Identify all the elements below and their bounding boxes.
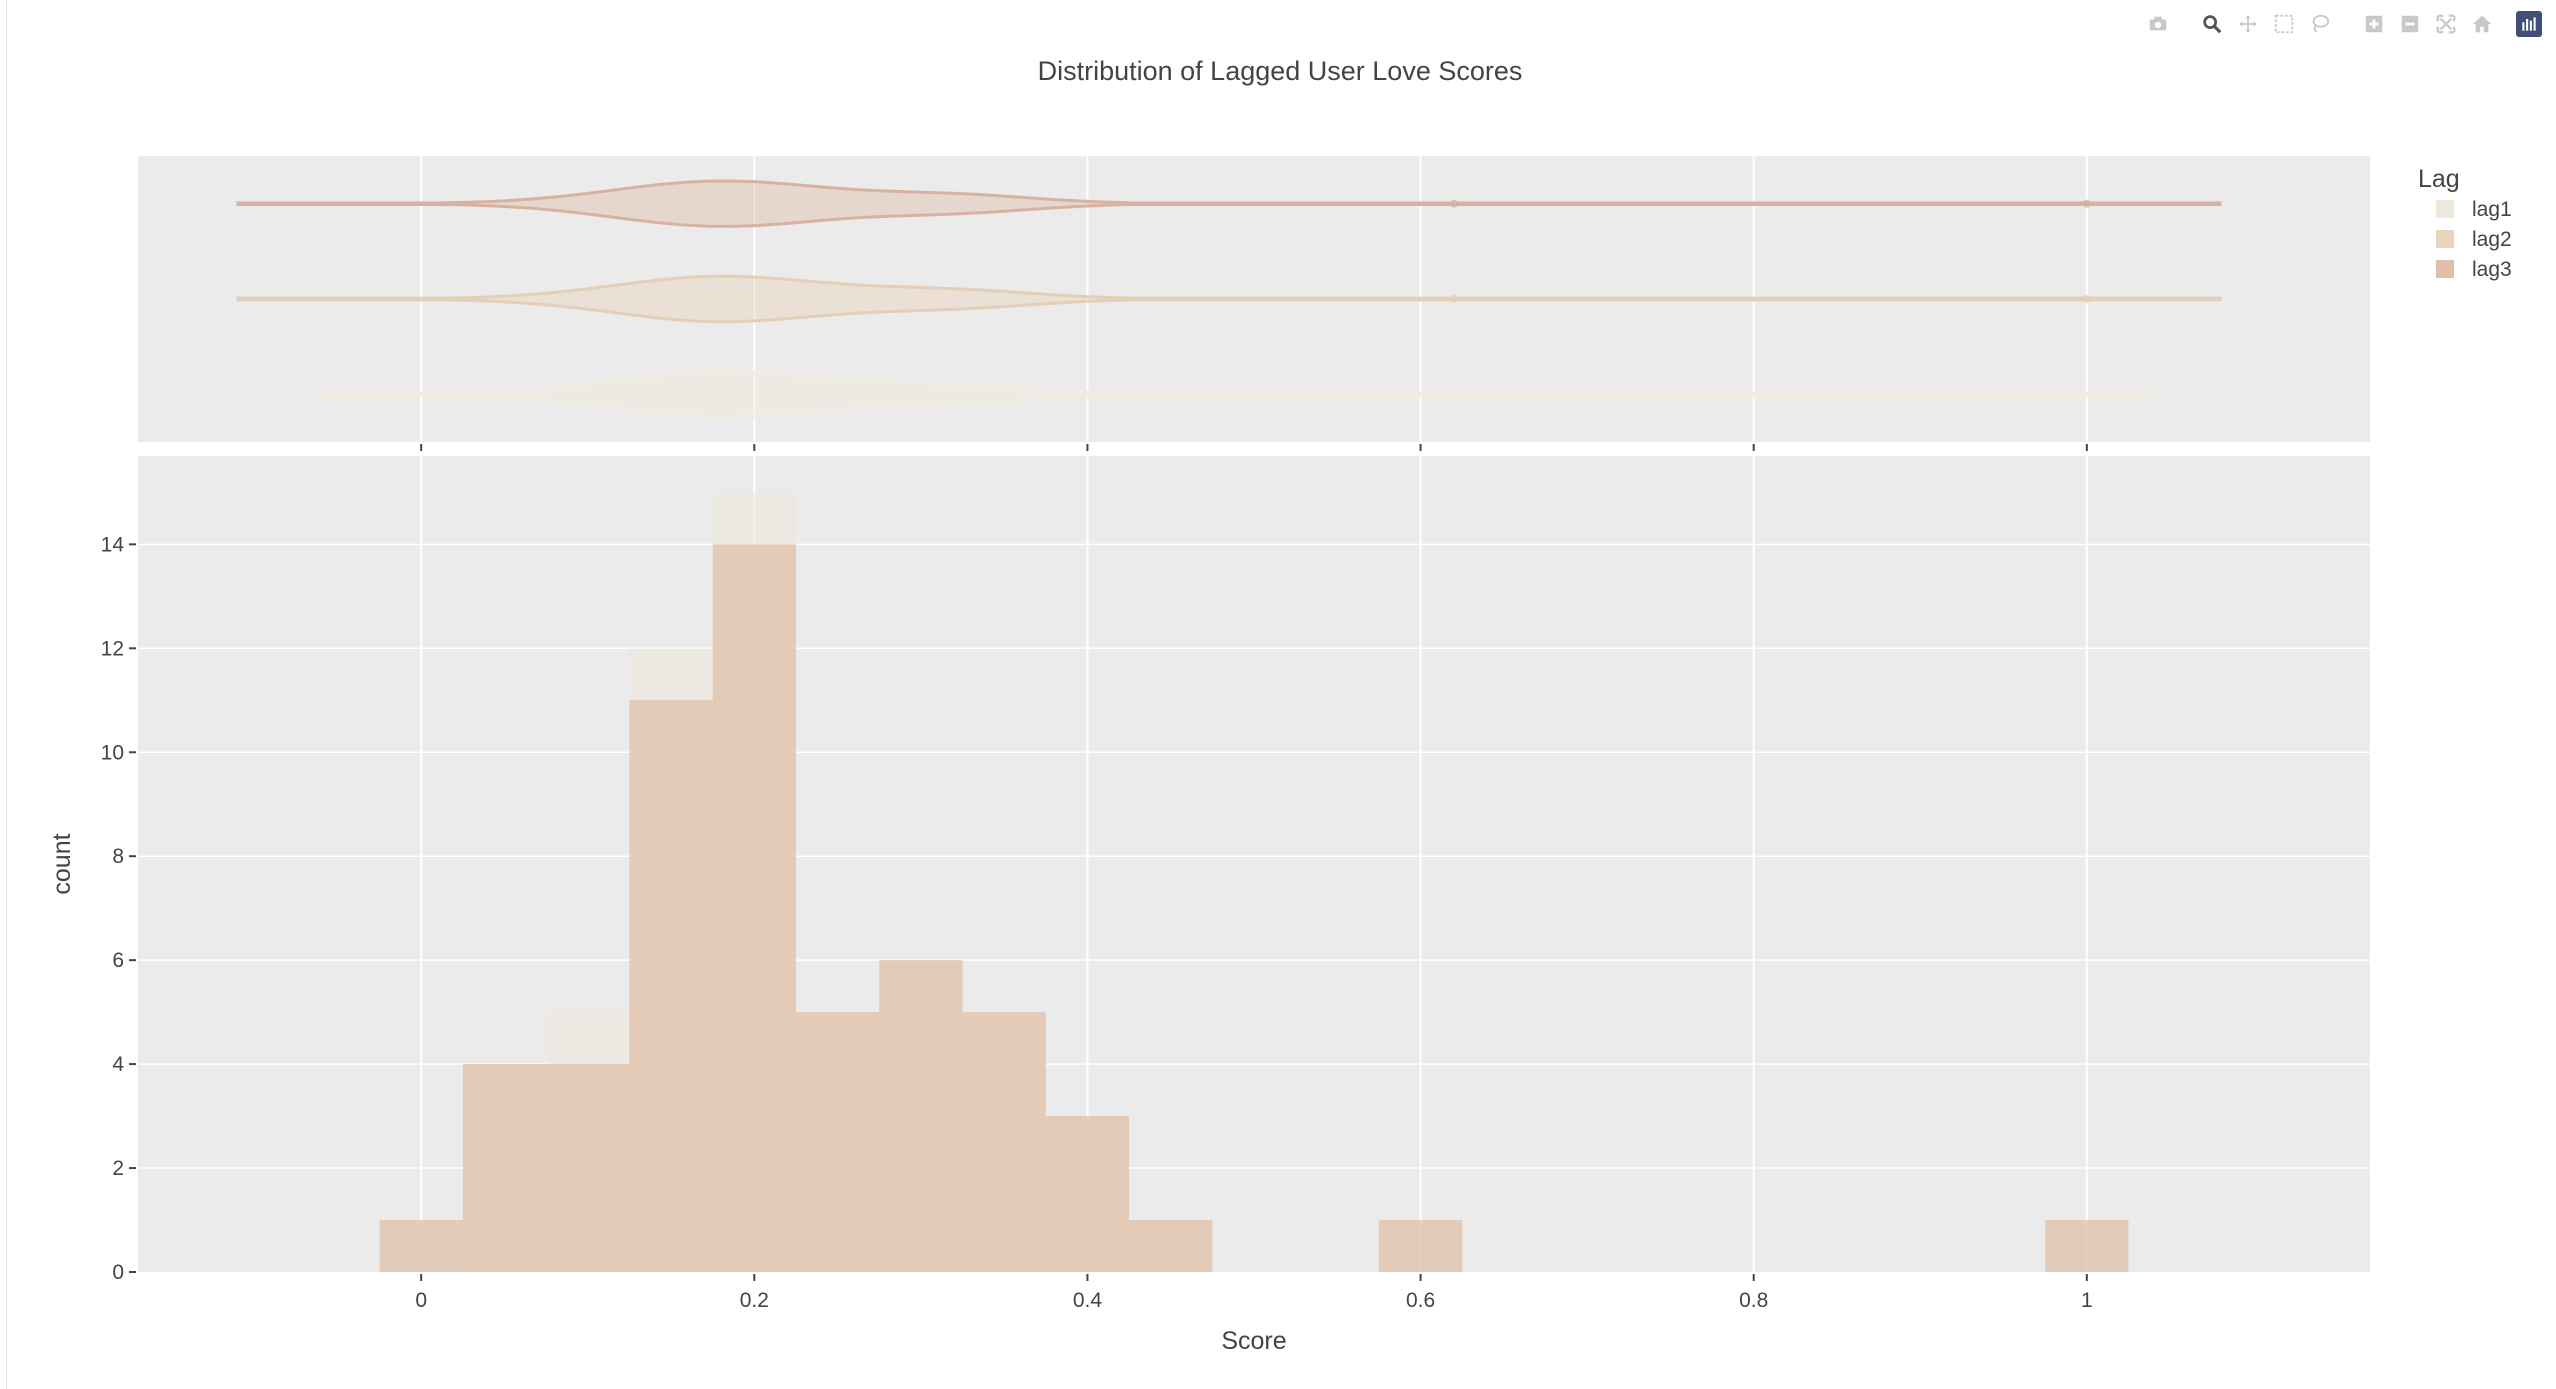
plotly-logo-icon[interactable] <box>2516 11 2542 37</box>
zoom-out-icon[interactable] <box>2394 10 2426 38</box>
violin-point-lag2[interactable] <box>2082 295 2091 303</box>
y-tick-label: 14 <box>101 533 125 556</box>
histogram-bar-lag3[interactable] <box>1129 1220 1213 1272</box>
y-tick-label: 8 <box>112 845 124 868</box>
histogram-bar-lag3[interactable] <box>629 700 713 1272</box>
y-tick-label: 2 <box>112 1157 124 1180</box>
y-tick-label: 12 <box>101 637 124 660</box>
x-tick-label: 0 <box>415 1289 427 1312</box>
violin-point-lag3[interactable] <box>1449 199 1458 208</box>
x-tick-label: 0.4 <box>1073 1289 1103 1312</box>
pan-icon[interactable] <box>2232 10 2264 38</box>
histogram-bar-lag3[interactable] <box>962 1012 1046 1272</box>
legend-label-lag2[interactable]: lag2 <box>2472 228 2512 251</box>
histogram-bar-lag3[interactable] <box>2045 1220 2129 1272</box>
violin-point-lag3[interactable] <box>2082 199 2091 208</box>
legend-label-lag1[interactable]: lag1 <box>2472 198 2512 221</box>
legend: Lag lag1 lag2 lag3 <box>2418 165 2512 281</box>
violin-lag2[interactable] <box>236 274 2222 324</box>
y-axis-ticks: 0 2 4 6 8 10 12 14 <box>101 533 136 1284</box>
histogram-bar-lag3[interactable] <box>879 960 963 1272</box>
x-axis-ticks: 0 0.2 0.4 0.6 0.8 1 <box>415 1274 2093 1312</box>
chart-title: Distribution of Lagged User Love Scores <box>1038 56 1523 86</box>
lasso-icon[interactable] <box>2304 10 2336 38</box>
histogram-bar-lag3[interactable] <box>462 1064 547 1272</box>
legend-title: Lag <box>2418 165 2460 193</box>
histogram-bar-lag3[interactable] <box>379 1220 463 1272</box>
zoom-in-icon[interactable] <box>2358 10 2390 38</box>
y-tick-label: 10 <box>101 741 124 764</box>
autoscale-icon[interactable] <box>2430 10 2462 38</box>
violin-point-lag2[interactable] <box>1449 295 1458 303</box>
histogram-bar-lag3[interactable] <box>1378 1220 1463 1272</box>
violin-lag3[interactable] <box>236 179 2222 228</box>
x-tick-label: 1 <box>2081 1289 2093 1312</box>
legend-swatch-lag1[interactable] <box>2436 200 2454 218</box>
x-tick-label: 0.8 <box>1739 1289 1768 1312</box>
violin-traces[interactable] <box>236 179 2222 419</box>
violin-x-ticks <box>420 444 2088 451</box>
plot-frame <box>6 0 2556 1389</box>
violin-lag1[interactable] <box>319 370 2155 419</box>
legend-swatch-lag2[interactable] <box>2436 230 2454 248</box>
histogram-bar-lag3[interactable] <box>795 1012 880 1272</box>
x-axis-title: Score <box>1221 1327 1286 1355</box>
zoom-icon[interactable] <box>2196 10 2228 38</box>
histogram-bar-lag3[interactable] <box>712 544 796 1272</box>
box-select-icon[interactable] <box>2268 10 2300 38</box>
reset-axes-icon[interactable] <box>2466 10 2498 38</box>
histogram-bar-lag3[interactable] <box>546 1064 630 1272</box>
camera-icon[interactable] <box>2142 10 2174 38</box>
histogram-bars[interactable] <box>379 492 2129 1272</box>
y-tick-label: 0 <box>112 1261 124 1284</box>
y-tick-label: 4 <box>112 1053 124 1076</box>
y-tick-label: 6 <box>112 949 124 972</box>
x-tick-label: 0.6 <box>1406 1289 1435 1312</box>
legend-swatch-lag3[interactable] <box>2436 260 2454 278</box>
x-tick-label: 0.2 <box>740 1289 769 1312</box>
y-axis-title: count <box>48 833 76 894</box>
legend-label-lag3[interactable]: lag3 <box>2472 258 2512 281</box>
histogram-bar-lag3[interactable] <box>1045 1116 1130 1272</box>
modebar <box>2124 10 2542 38</box>
